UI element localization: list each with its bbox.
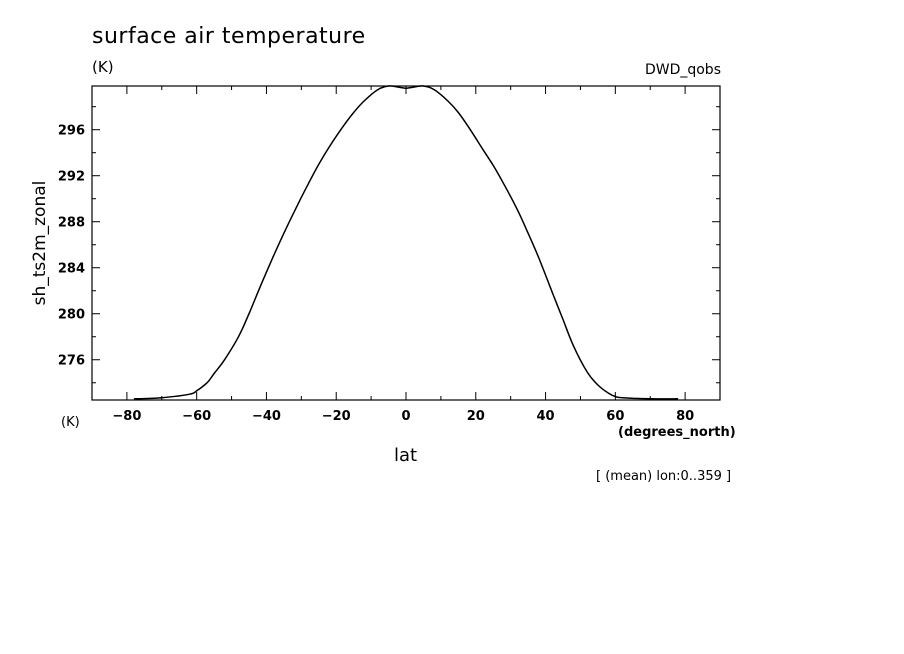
- plot-frame: [91, 85, 721, 401]
- y-axis-unit: (K): [61, 415, 80, 430]
- axis-tick-labels: −80 −60 −40 −20 0 20 40 60 80 276 280 284 288 292 296: [58, 124, 694, 424]
- axis-ticks: [91, 86, 721, 400]
- x-tick-label: 60: [606, 409, 624, 424]
- x-tick-label: −40: [252, 409, 281, 424]
- chart-units: (K): [92, 58, 114, 76]
- x-tick-label: −20: [322, 409, 351, 424]
- x-tick-label: 0: [401, 409, 410, 424]
- x-tick-label: −60: [182, 409, 211, 424]
- y-tick-label: 292: [58, 170, 85, 185]
- chart-title: surface air temperature: [92, 24, 366, 49]
- x-axis-unit: (degrees_north): [618, 425, 736, 440]
- x-tick-label: 20: [467, 409, 485, 424]
- x-tick-label: −80: [112, 409, 141, 424]
- dataset-label: DWD_qobs: [644, 62, 721, 78]
- x-axis-label: lat: [394, 445, 418, 466]
- averaging-note: [ (mean) lon:0..359 ]: [596, 469, 732, 484]
- x-tick-label: 40: [537, 409, 555, 424]
- temperature-series-line: [133, 85, 679, 400]
- y-tick-label: 296: [58, 124, 85, 139]
- x-tick-label: 80: [676, 409, 694, 424]
- y-tick-label: 284: [58, 262, 85, 277]
- y-tick-label: 276: [58, 354, 85, 369]
- y-tick-label: 280: [58, 308, 85, 323]
- y-tick-label: 288: [58, 216, 85, 231]
